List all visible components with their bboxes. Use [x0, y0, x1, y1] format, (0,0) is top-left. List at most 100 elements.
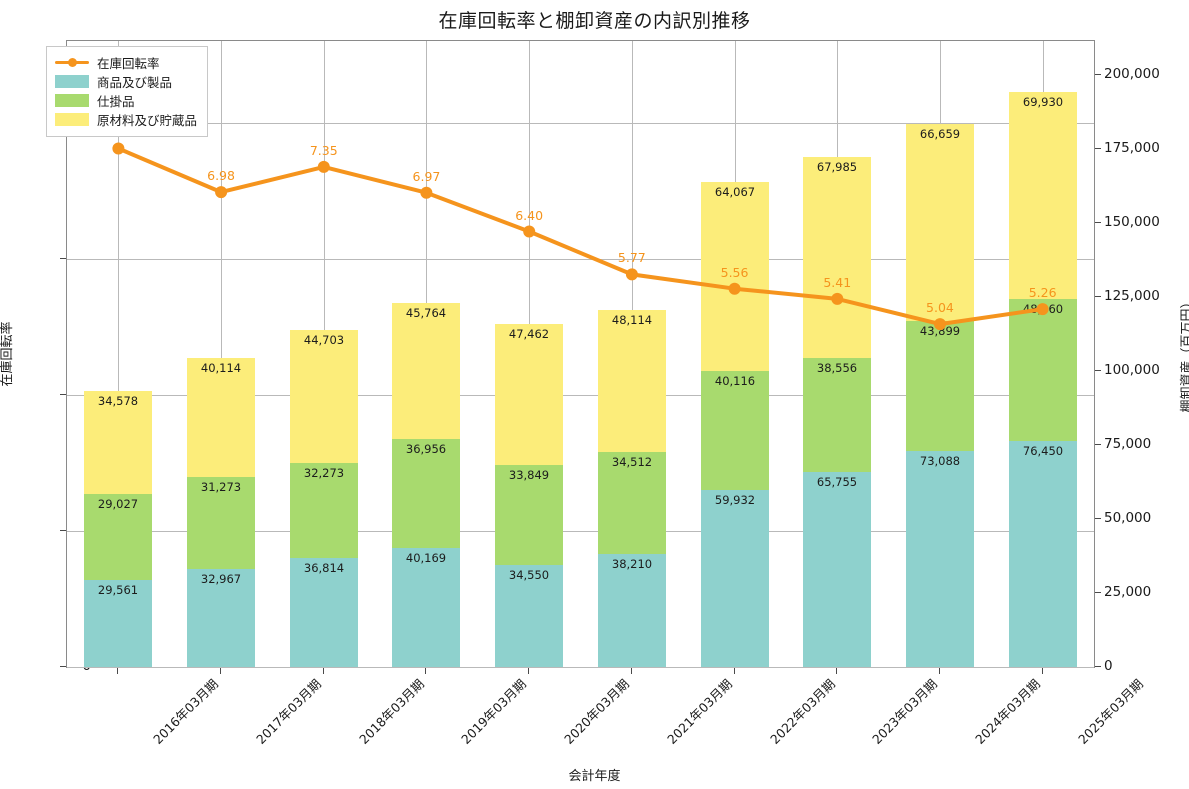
bar-segment[interactable]: 48,114 — [598, 309, 666, 452]
line-marker[interactable] — [317, 160, 330, 173]
bar-segment-label: 67,985 — [816, 160, 858, 175]
bar-segment[interactable]: 34,512 — [598, 451, 666, 554]
bar-segment-label: 29,561 — [97, 582, 139, 597]
line-point-label: 5.04 — [926, 300, 954, 316]
bar-segment[interactable]: 36,956 — [392, 438, 460, 549]
bar-segment-label: 40,116 — [714, 374, 756, 389]
bar-segment-label: 76,450 — [1022, 443, 1064, 458]
legend-line-key-icon — [55, 56, 89, 69]
bar-segment[interactable]: 44,703 — [290, 330, 358, 463]
bar-segment-label: 34,512 — [611, 454, 653, 469]
bar-segment[interactable]: 47,462 — [495, 324, 563, 465]
line-marker[interactable] — [625, 268, 638, 281]
bar-segment-label: 40,114 — [200, 361, 242, 376]
y-axis-right-tick: 150,000 — [1104, 214, 1160, 231]
x-axis-tick: 2025年03月期 — [1074, 676, 1146, 747]
line-marker[interactable] — [112, 142, 125, 155]
x-axis-tickmark — [1042, 668, 1043, 674]
x-axis-tick: 2017年03月期 — [253, 676, 324, 747]
bar-segment[interactable]: 34,550 — [495, 564, 563, 667]
bar-segment[interactable]: 76,450 — [1009, 440, 1077, 667]
bar-segment[interactable]: 38,210 — [598, 553, 666, 667]
line-marker[interactable] — [728, 282, 741, 295]
legend-item[interactable]: 原材料及び貯蔵品 — [55, 110, 197, 129]
line-marker[interactable] — [831, 292, 844, 305]
x-axis-tickmark — [631, 668, 632, 674]
bar-segment-label: 40,169 — [405, 551, 447, 566]
line-marker[interactable] — [1036, 303, 1049, 316]
gridline-horizontal — [67, 258, 1094, 260]
y-axis-right-tickmark — [1095, 74, 1101, 76]
legend-item[interactable]: 商品及び製品 — [55, 72, 197, 91]
legend-item-label: 原材料及び貯蔵品 — [97, 113, 198, 128]
bar-segment-label: 34,578 — [97, 394, 139, 409]
legend-item[interactable]: 在庫回転率 — [55, 53, 197, 72]
bar-segment[interactable]: 32,967 — [187, 569, 255, 667]
bar-segment[interactable]: 33,849 — [495, 464, 563, 565]
x-axis-tick: 2024年03月期 — [972, 676, 1043, 747]
y-axis-right-tickmark — [1095, 370, 1101, 372]
bar-segment-label: 73,088 — [919, 453, 961, 468]
bar-segment[interactable]: 40,169 — [392, 548, 460, 667]
bar-segment[interactable]: 64,067 — [701, 181, 769, 372]
line-marker[interactable] — [523, 225, 536, 238]
legend-item[interactable]: 仕掛品 — [55, 91, 197, 110]
bar-segment[interactable]: 67,985 — [803, 157, 871, 359]
bar-segment-label: 45,764 — [405, 306, 447, 321]
y-axis-right-tick: 175,000 — [1104, 140, 1160, 157]
x-axis-tick: 2019年03月期 — [458, 676, 530, 747]
bar-segment[interactable]: 38,556 — [803, 358, 871, 473]
y-axis-right-tick: 75,000 — [1104, 436, 1152, 453]
y-axis-right-tick: 50,000 — [1104, 510, 1152, 527]
bar-segment-label: 36,956 — [405, 441, 447, 456]
line-point-label: 5.26 — [1028, 285, 1057, 301]
line-point-label: 6.98 — [207, 168, 235, 184]
bar-segment[interactable]: 36,814 — [290, 558, 358, 667]
bar-segment-label: 69,930 — [1022, 94, 1064, 109]
line-marker[interactable] — [420, 186, 433, 199]
bar-segment-label: 65,755 — [816, 475, 858, 490]
bar-segment[interactable]: 43,899 — [906, 320, 974, 451]
y-axis-left-tickmark — [60, 529, 66, 531]
y-axis-left-tickmark — [60, 393, 66, 395]
legend-item-label: 仕掛品 — [97, 94, 135, 109]
bar-segment[interactable]: 45,764 — [392, 303, 460, 439]
y-axis-left-tickmark — [60, 257, 66, 259]
bar-segment[interactable]: 40,114 — [187, 358, 255, 477]
x-axis-tickmark — [836, 668, 837, 674]
y-axis-right-tickmark — [1095, 592, 1101, 594]
y-axis-right-tick: 0 — [1104, 658, 1113, 674]
legend-swatch-icon — [55, 113, 89, 126]
y-axis-left-label: 在庫回転率 — [0, 321, 15, 387]
line-point-label: 5.77 — [617, 250, 646, 266]
line-marker[interactable] — [215, 186, 228, 199]
bar-segment[interactable]: 65,755 — [803, 472, 871, 667]
x-axis-tickmark — [939, 668, 940, 674]
line-marker[interactable] — [934, 318, 946, 331]
bar-segment[interactable]: 34,578 — [84, 391, 152, 494]
gridline-vertical — [221, 41, 222, 667]
bar-segment[interactable]: 32,273 — [290, 462, 358, 559]
gridline-horizontal — [67, 394, 1094, 396]
bar-segment[interactable]: 31,273 — [187, 476, 255, 570]
x-axis-tickmark — [323, 668, 324, 674]
y-axis-right-tickmark — [1095, 444, 1101, 446]
bar-segment-label: 44,703 — [303, 333, 345, 348]
bar-segment[interactable]: 29,027 — [84, 493, 152, 580]
bar-segment-label: 33,849 — [508, 467, 550, 482]
bar-segment[interactable]: 59,932 — [701, 489, 769, 667]
bar-segment[interactable]: 69,930 — [1009, 91, 1077, 299]
bar-segment[interactable]: 66,659 — [906, 123, 974, 321]
bar-segment[interactable]: 40,116 — [701, 371, 769, 490]
bar-segment[interactable]: 73,088 — [906, 450, 974, 667]
y-axis-right-label: 棚卸資産（百万円） — [1180, 295, 1189, 413]
bar-segment[interactable]: 29,561 — [84, 579, 152, 667]
line-point-label: 6.40 — [515, 207, 544, 223]
y-axis-right-tick: 100,000 — [1104, 362, 1160, 379]
bar-segment-label: 66,659 — [919, 126, 961, 141]
x-axis-tickmark — [117, 668, 118, 674]
y-axis-right-tick: 125,000 — [1104, 288, 1160, 305]
x-axis-tick: 2020年03月期 — [561, 676, 633, 747]
line-path — [116, 146, 1045, 327]
plot-area: 29,561 29,027 34,578 32,967 31,273 40,114 36,8… — [66, 40, 1095, 668]
